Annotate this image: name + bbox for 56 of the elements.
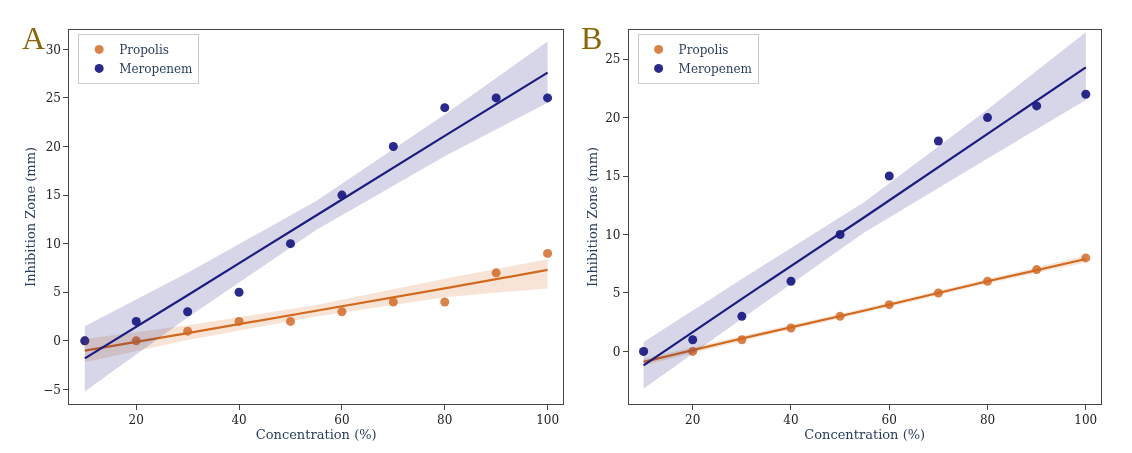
- x-tick-label: 40: [231, 413, 247, 428]
- y-tick-label: 0: [53, 334, 61, 349]
- text: B: [581, 20, 603, 56]
- text: A: [22, 20, 46, 56]
- point: [543, 93, 553, 103]
- point: [983, 113, 993, 123]
- point: [491, 268, 501, 278]
- y-tick-label: 10: [45, 236, 61, 251]
- point: [786, 276, 796, 286]
- point: [234, 287, 244, 297]
- x-tick-label: 80: [437, 413, 453, 428]
- x-axis-title: Concentration (%): [255, 427, 377, 443]
- x-tick-label: 20: [685, 413, 701, 428]
- x-axis-title: Concentration (%): [804, 427, 926, 443]
- y-tick-label: 0: [612, 344, 621, 359]
- legend-label: Meropenem: [678, 62, 753, 77]
- point: [337, 307, 347, 317]
- point: [388, 142, 398, 152]
- point: [688, 335, 698, 345]
- y-tick-label: 30: [45, 42, 61, 57]
- x-tick-label: 60: [881, 413, 897, 428]
- x-tick-label: 20: [128, 413, 144, 428]
- x-tick-label: 100: [536, 413, 560, 428]
- y-axis-title: Inhibition Zone (mm): [585, 146, 601, 288]
- legend-label: Propolis: [119, 43, 169, 58]
- y-tick-label: 20: [605, 110, 621, 125]
- line-series: [83, 268, 549, 352]
- y-tick-label: 25: [45, 91, 61, 106]
- point: [933, 136, 943, 146]
- y-tick-label: 25: [605, 52, 621, 67]
- point: [131, 316, 141, 326]
- y-tick-label: 20: [45, 139, 61, 154]
- point: [737, 311, 747, 321]
- y-tick-label: 15: [605, 169, 621, 184]
- legend-label: Propolis: [678, 43, 729, 58]
- point: [440, 103, 450, 113]
- y-tick-label: −5: [43, 382, 61, 397]
- y-tick-label: 10: [605, 227, 621, 242]
- point: [183, 307, 193, 317]
- y-tick-label: 15: [45, 188, 61, 203]
- legend-label: Meropenem: [119, 62, 194, 77]
- y-axis-title: Inhibition Zone (mm): [23, 146, 39, 288]
- x-tick-label: 80: [979, 413, 996, 428]
- x-tick-label: 60: [334, 413, 350, 428]
- y-tick-label: 5: [612, 286, 621, 301]
- point: [388, 297, 398, 307]
- y-tick-label: 5: [53, 285, 61, 300]
- point: [285, 239, 295, 249]
- point: [884, 171, 894, 181]
- point: [440, 297, 450, 307]
- x-tick-label: 100: [1074, 413, 1098, 428]
- x-tick-label: 40: [783, 413, 799, 428]
- point: [1081, 89, 1091, 99]
- point: [543, 248, 553, 258]
- point: [491, 93, 501, 103]
- point: [285, 316, 295, 326]
